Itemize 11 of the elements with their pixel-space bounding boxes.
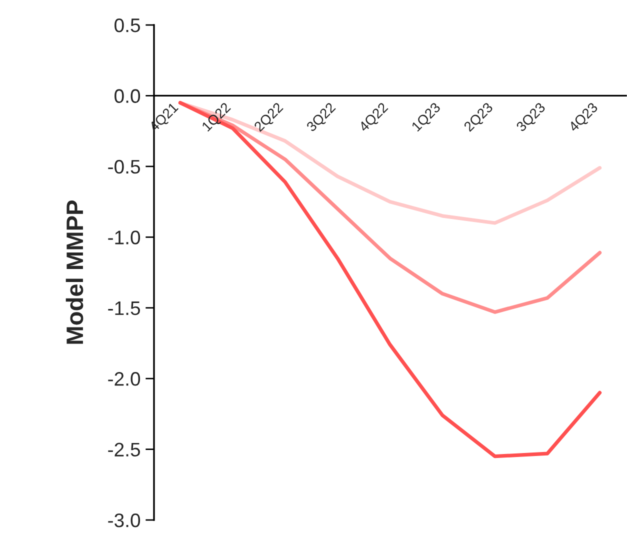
y-tick-label: -3.0 xyxy=(108,513,140,528)
line-series xyxy=(178,100,602,458)
y-tick-label: -0.5 xyxy=(108,160,140,174)
y-axis-title: Model MMPP xyxy=(66,200,84,344)
y-tick-label: -1.5 xyxy=(108,302,140,316)
y-tick-label: -2.5 xyxy=(108,442,140,457)
y-tick-label: 0.5 xyxy=(114,18,140,32)
y-tick-label: 0.0 xyxy=(114,89,140,103)
y-tick-label: -2.0 xyxy=(108,372,140,386)
y-tick-label: -1.0 xyxy=(108,230,140,244)
line-series xyxy=(178,100,602,225)
